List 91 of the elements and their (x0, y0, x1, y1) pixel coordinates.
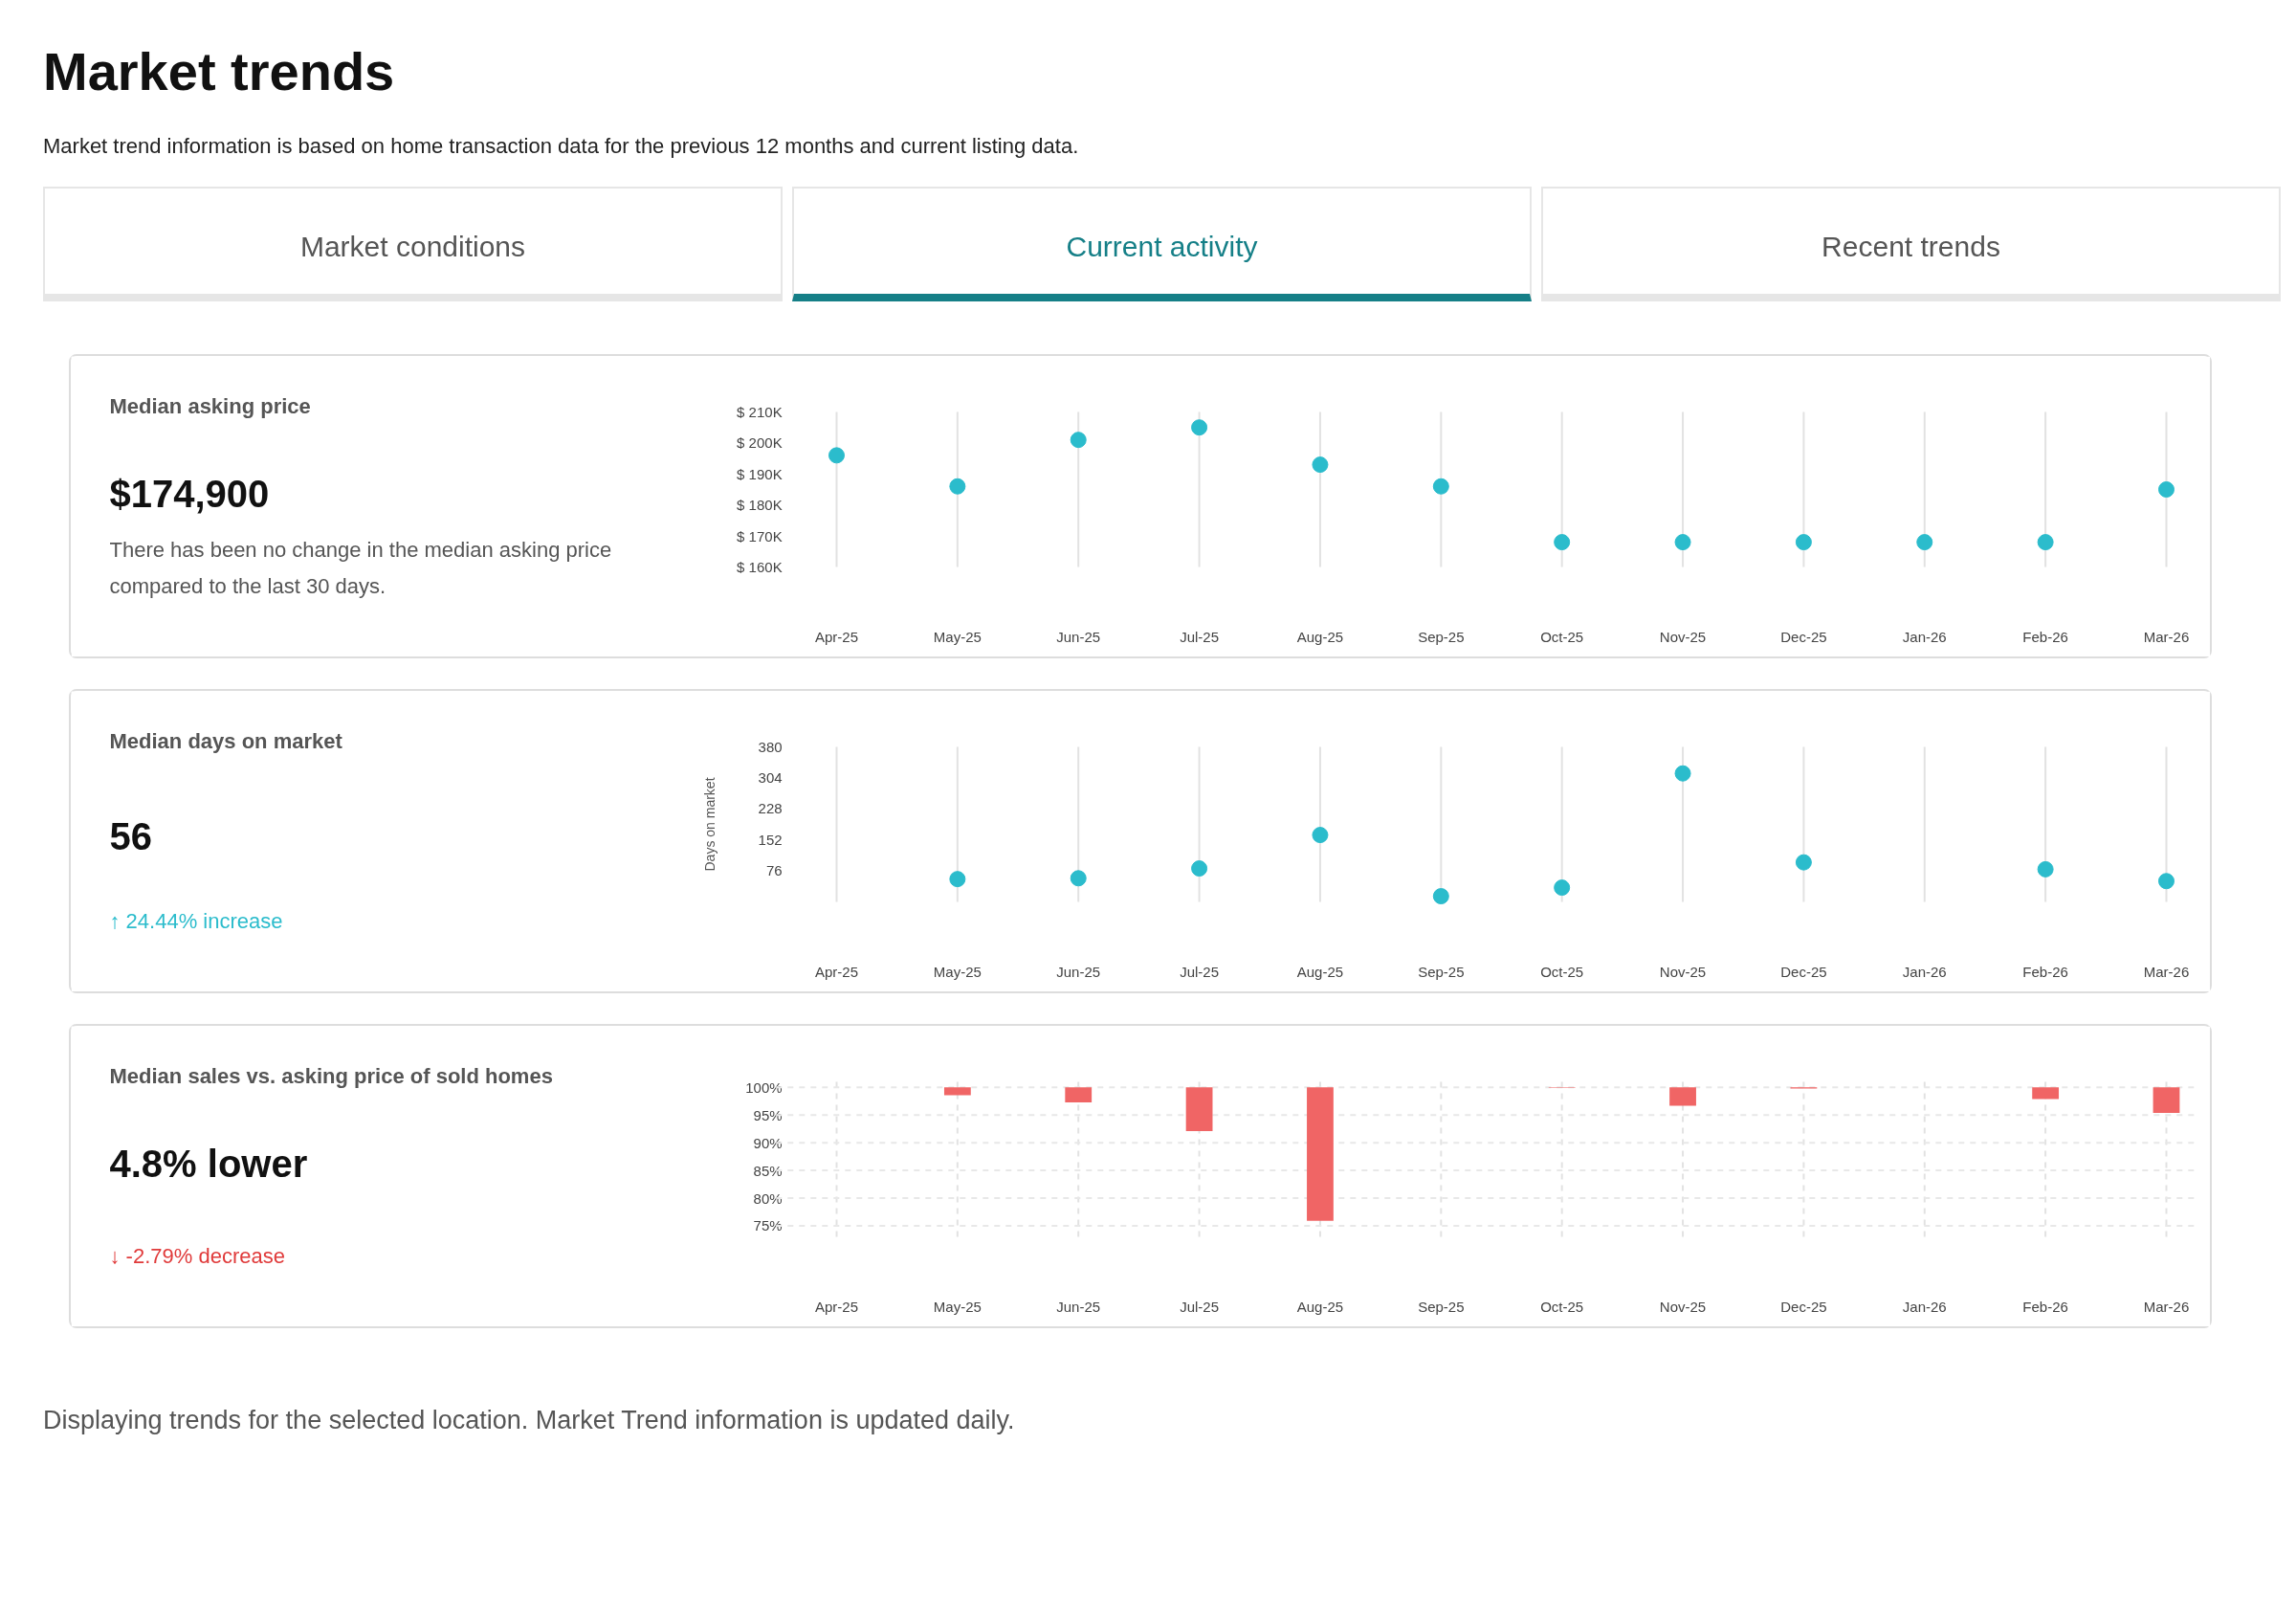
y-tick-label: 85% (753, 1162, 783, 1179)
x-tick-label: May-25 (933, 628, 982, 645)
y-axis-title: Days on market (701, 777, 718, 872)
y-tick-label: 380 (758, 738, 783, 755)
x-tick-label: Nov-25 (1659, 628, 1707, 645)
x-tick-label: Mar-26 (2143, 628, 2190, 645)
x-tick-label: Apr-25 (814, 628, 859, 645)
text: Median asking price (109, 393, 311, 418)
point (1432, 478, 1449, 495)
point (1432, 888, 1449, 905)
y-tick-label: 90% (753, 1134, 783, 1151)
text: $174,900 (109, 472, 270, 515)
y-tick-label: $ 170K (737, 527, 783, 544)
x-tick-label: Apr-25 (814, 1298, 859, 1315)
x-tick-label: Nov-25 (1659, 1298, 1707, 1315)
text: Median sales vs. asking price of sold homes (109, 1063, 553, 1088)
x-tick-label: Jan-26 (1902, 1298, 1947, 1315)
x-tick-label: May-25 (933, 1298, 982, 1315)
x-tick-label: Feb-26 (2022, 628, 2068, 645)
x-tick-label: Jan-26 (1902, 628, 1947, 645)
x-tick-label: Jul-25 (1180, 963, 1220, 980)
x-tick-label: Feb-26 (2022, 963, 2068, 980)
text: There has been no change in the median asking price compared to the last 30 days. (109, 538, 612, 598)
point (1795, 854, 1812, 871)
text: Current activity (1066, 230, 1258, 264)
y-tick-label: $ 210K (737, 404, 783, 420)
x-tick-label: Mar-26 (2143, 963, 2190, 980)
y-tick-label: 80% (753, 1189, 783, 1207)
text: Displaying trends for the selected location. Market Trend information is updated daily. (43, 1405, 1015, 1436)
point (2158, 481, 2175, 498)
y-tick-label: $ 180K (737, 497, 783, 514)
y-tick-label: $ 190K (737, 465, 783, 482)
y-tick-label: 228 (758, 800, 783, 817)
x-tick-label: Mar-26 (2143, 1298, 2190, 1315)
x-tick-label: Jul-25 (1180, 628, 1220, 645)
y-tick-label: 100% (745, 1078, 783, 1096)
point (1795, 534, 1812, 551)
point (2037, 860, 2054, 878)
text: Recent trends (1821, 230, 2000, 264)
x-tick-label: Aug-25 (1296, 1298, 1344, 1315)
x-tick-label: Feb-26 (2022, 1298, 2068, 1315)
point (2037, 534, 2054, 551)
text: ↓ -2.79% decrease (109, 1243, 285, 1268)
text: ↑ 24.44% increase (109, 908, 283, 933)
text: Market trends (43, 40, 396, 103)
point (1070, 432, 1087, 449)
text: Median days on market (109, 728, 343, 753)
point (828, 447, 845, 464)
x-tick-label: Jul-25 (1180, 1298, 1220, 1315)
x-tick-label: Oct-25 (1540, 628, 1584, 645)
x-tick-label: Sep-25 (1418, 628, 1465, 645)
x-tick-label: Jun-25 (1056, 963, 1101, 980)
point (1916, 534, 1933, 551)
text: 56 (109, 814, 152, 857)
point (1191, 419, 1208, 436)
x-tick-label: Sep-25 (1418, 963, 1465, 980)
point (1554, 879, 1571, 897)
point (949, 871, 966, 888)
x-tick-label: Oct-25 (1540, 963, 1584, 980)
y-tick-label: 304 (758, 768, 783, 786)
y-tick-label: 95% (753, 1106, 783, 1123)
x-tick-label: Dec-25 (1780, 1298, 1827, 1315)
point (1674, 534, 1691, 551)
point (2158, 873, 2175, 890)
x-tick-label: Jun-25 (1056, 1298, 1101, 1315)
point (1312, 456, 1329, 474)
point (1554, 534, 1571, 551)
text: Market conditions (299, 230, 526, 264)
x-tick-label: Jun-25 (1056, 628, 1101, 645)
x-tick-label: Aug-25 (1296, 963, 1344, 980)
x-tick-label: Apr-25 (814, 963, 859, 980)
point (1191, 860, 1208, 878)
y-tick-label: 75% (753, 1217, 783, 1234)
x-tick-label: Sep-25 (1418, 1298, 1465, 1315)
y-tick-label: 152 (758, 831, 783, 848)
x-tick-label: Dec-25 (1780, 963, 1827, 980)
x-tick-label: May-25 (933, 963, 982, 980)
y-tick-label: 76 (765, 862, 783, 879)
point (1312, 827, 1329, 844)
text: Market trend information is based on home transaction data for the previous 12 months and current listing data. (43, 133, 1079, 160)
x-tick-label: Dec-25 (1780, 628, 1827, 645)
x-tick-label: Aug-25 (1296, 628, 1344, 645)
point (949, 478, 966, 495)
y-tick-label: $ 160K (737, 559, 783, 575)
y-tick-label: $ 200K (737, 434, 783, 452)
x-tick-label: Nov-25 (1659, 963, 1707, 980)
x-tick-label: Jan-26 (1902, 963, 1947, 980)
x-tick-label: Oct-25 (1540, 1298, 1584, 1315)
text: 4.8% lower (109, 1142, 308, 1185)
point (1674, 765, 1691, 782)
point (1070, 870, 1087, 887)
